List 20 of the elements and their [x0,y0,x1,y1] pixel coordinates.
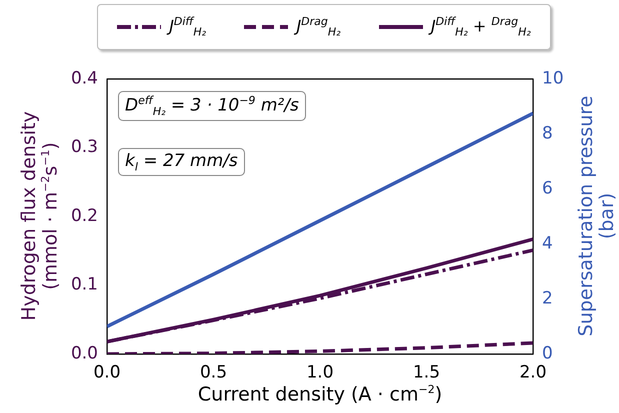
y-tick-label: 0.1 [70,274,98,295]
x-tick-label: 1.0 [306,362,334,383]
y2-tick-label: 0 [542,343,553,364]
y2-tick-label: 6 [542,178,553,198]
x-tick-label: 1.5 [412,362,440,383]
y2-tick-label: 8 [542,123,553,144]
annotation: k$_{l}$ = 27 mm/s [118,148,245,176]
x-tick-label: 0.5 [200,362,228,383]
y-tick-label: 0.3 [70,137,98,158]
y2-tick-label: 4 [542,233,553,254]
y2-tick-label: 10 [542,68,564,88]
y-tick-label: 0.4 [70,68,98,88]
y-tick-label: 0.2 [70,206,98,226]
y2-axis-title: Supersaturation pressure (bar) [575,96,618,336]
x-tick-label: 2.0 [519,362,547,383]
x-tick-label: 0.0 [93,362,121,383]
x-axis-title: Current density (A · cm$^{−2}$) [198,383,442,406]
y-tick-label: 0.0 [70,343,98,364]
y2-tick-label: 2 [542,288,553,308]
annotation: D$^{eff}$$_{H₂}$ = 3 · 10$^{−9}$ m²/s [118,91,306,122]
